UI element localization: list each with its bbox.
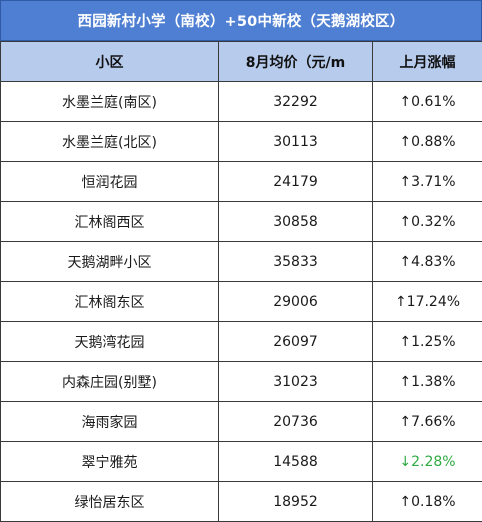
avg-price-cell: 35833 [219, 242, 373, 282]
monthly-change-cell: ↑0.88% [373, 122, 482, 162]
community-name-cell: 天鹅湾花园 [1, 322, 219, 362]
table-row: 水墨兰庭(南区)32292↑0.61% [1, 82, 482, 122]
table-title: 西园新村小学（南校）+50中新校（天鹅湖校区） [0, 0, 482, 41]
avg-price-cell: 24179 [219, 162, 373, 202]
monthly-change-cell: ↑0.18% [373, 482, 482, 522]
community-name-cell: 汇林阁东区 [1, 282, 219, 322]
monthly-change-cell: ↑1.25% [373, 322, 482, 362]
monthly-change-cell: ↑1.38% [373, 362, 482, 402]
community-name-cell: 汇林阁西区 [1, 202, 219, 242]
community-name-cell: 恒润花园 [1, 162, 219, 202]
monthly-change-cell: ↑7.66% [373, 402, 482, 442]
monthly-change-cell: ↑0.61% [373, 82, 482, 122]
price-table: 小区 8月均价（元/m 上月涨幅 水墨兰庭(南区)32292↑0.61%水墨兰庭… [0, 41, 482, 522]
monthly-change-cell: ↑4.83% [373, 242, 482, 282]
community-name-cell: 翠宁雅苑 [1, 442, 219, 482]
table-row: 水墨兰庭(北区)30113↑0.88% [1, 122, 482, 162]
header-row: 小区 8月均价（元/m 上月涨幅 [1, 42, 482, 82]
avg-price-cell: 18952 [219, 482, 373, 522]
avg-price-cell: 26097 [219, 322, 373, 362]
column-header-avg-price: 8月均价（元/m [219, 42, 373, 82]
avg-price-cell: 31023 [219, 362, 373, 402]
avg-price-cell: 14588 [219, 442, 373, 482]
avg-price-cell: 32292 [219, 82, 373, 122]
community-name-cell: 内森庄园(别墅) [1, 362, 219, 402]
table-row: 内森庄园(别墅)31023↑1.38% [1, 362, 482, 402]
avg-price-cell: 30858 [219, 202, 373, 242]
monthly-change-cell: ↑17.24% [373, 282, 482, 322]
column-header-community: 小区 [1, 42, 219, 82]
community-name-cell: 天鹅湖畔小区 [1, 242, 219, 282]
community-name-cell: 水墨兰庭(北区) [1, 122, 219, 162]
monthly-change-cell: ↑0.32% [373, 202, 482, 242]
monthly-change-cell: ↑3.71% [373, 162, 482, 202]
column-header-monthly-change: 上月涨幅 [373, 42, 482, 82]
table-body: 水墨兰庭(南区)32292↑0.61%水墨兰庭(北区)30113↑0.88%恒润… [1, 82, 482, 522]
avg-price-cell: 30113 [219, 122, 373, 162]
community-name-cell: 海雨家园 [1, 402, 219, 442]
community-name-cell: 水墨兰庭(南区) [1, 82, 219, 122]
avg-price-cell: 29006 [219, 282, 373, 322]
community-name-cell: 绿怡居东区 [1, 482, 219, 522]
monthly-change-cell: ↓2.28% [373, 442, 482, 482]
avg-price-cell: 20736 [219, 402, 373, 442]
